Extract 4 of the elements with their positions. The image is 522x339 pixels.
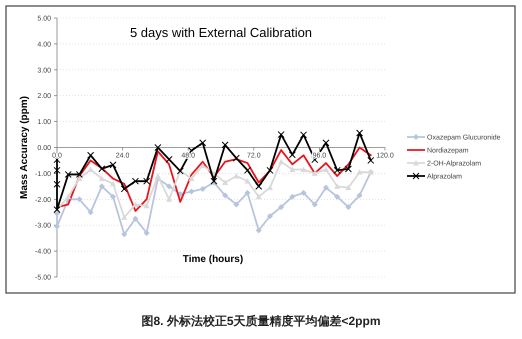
y-axis-title: Mass Accuracy (ppm) bbox=[19, 96, 30, 199]
caption: 图8. 外标法校正5天质量精度平均偏差<2ppm bbox=[141, 314, 381, 328]
text: 5 days with External Calibration bbox=[130, 25, 312, 40]
x-axis-title: Time (hours) bbox=[182, 254, 244, 265]
